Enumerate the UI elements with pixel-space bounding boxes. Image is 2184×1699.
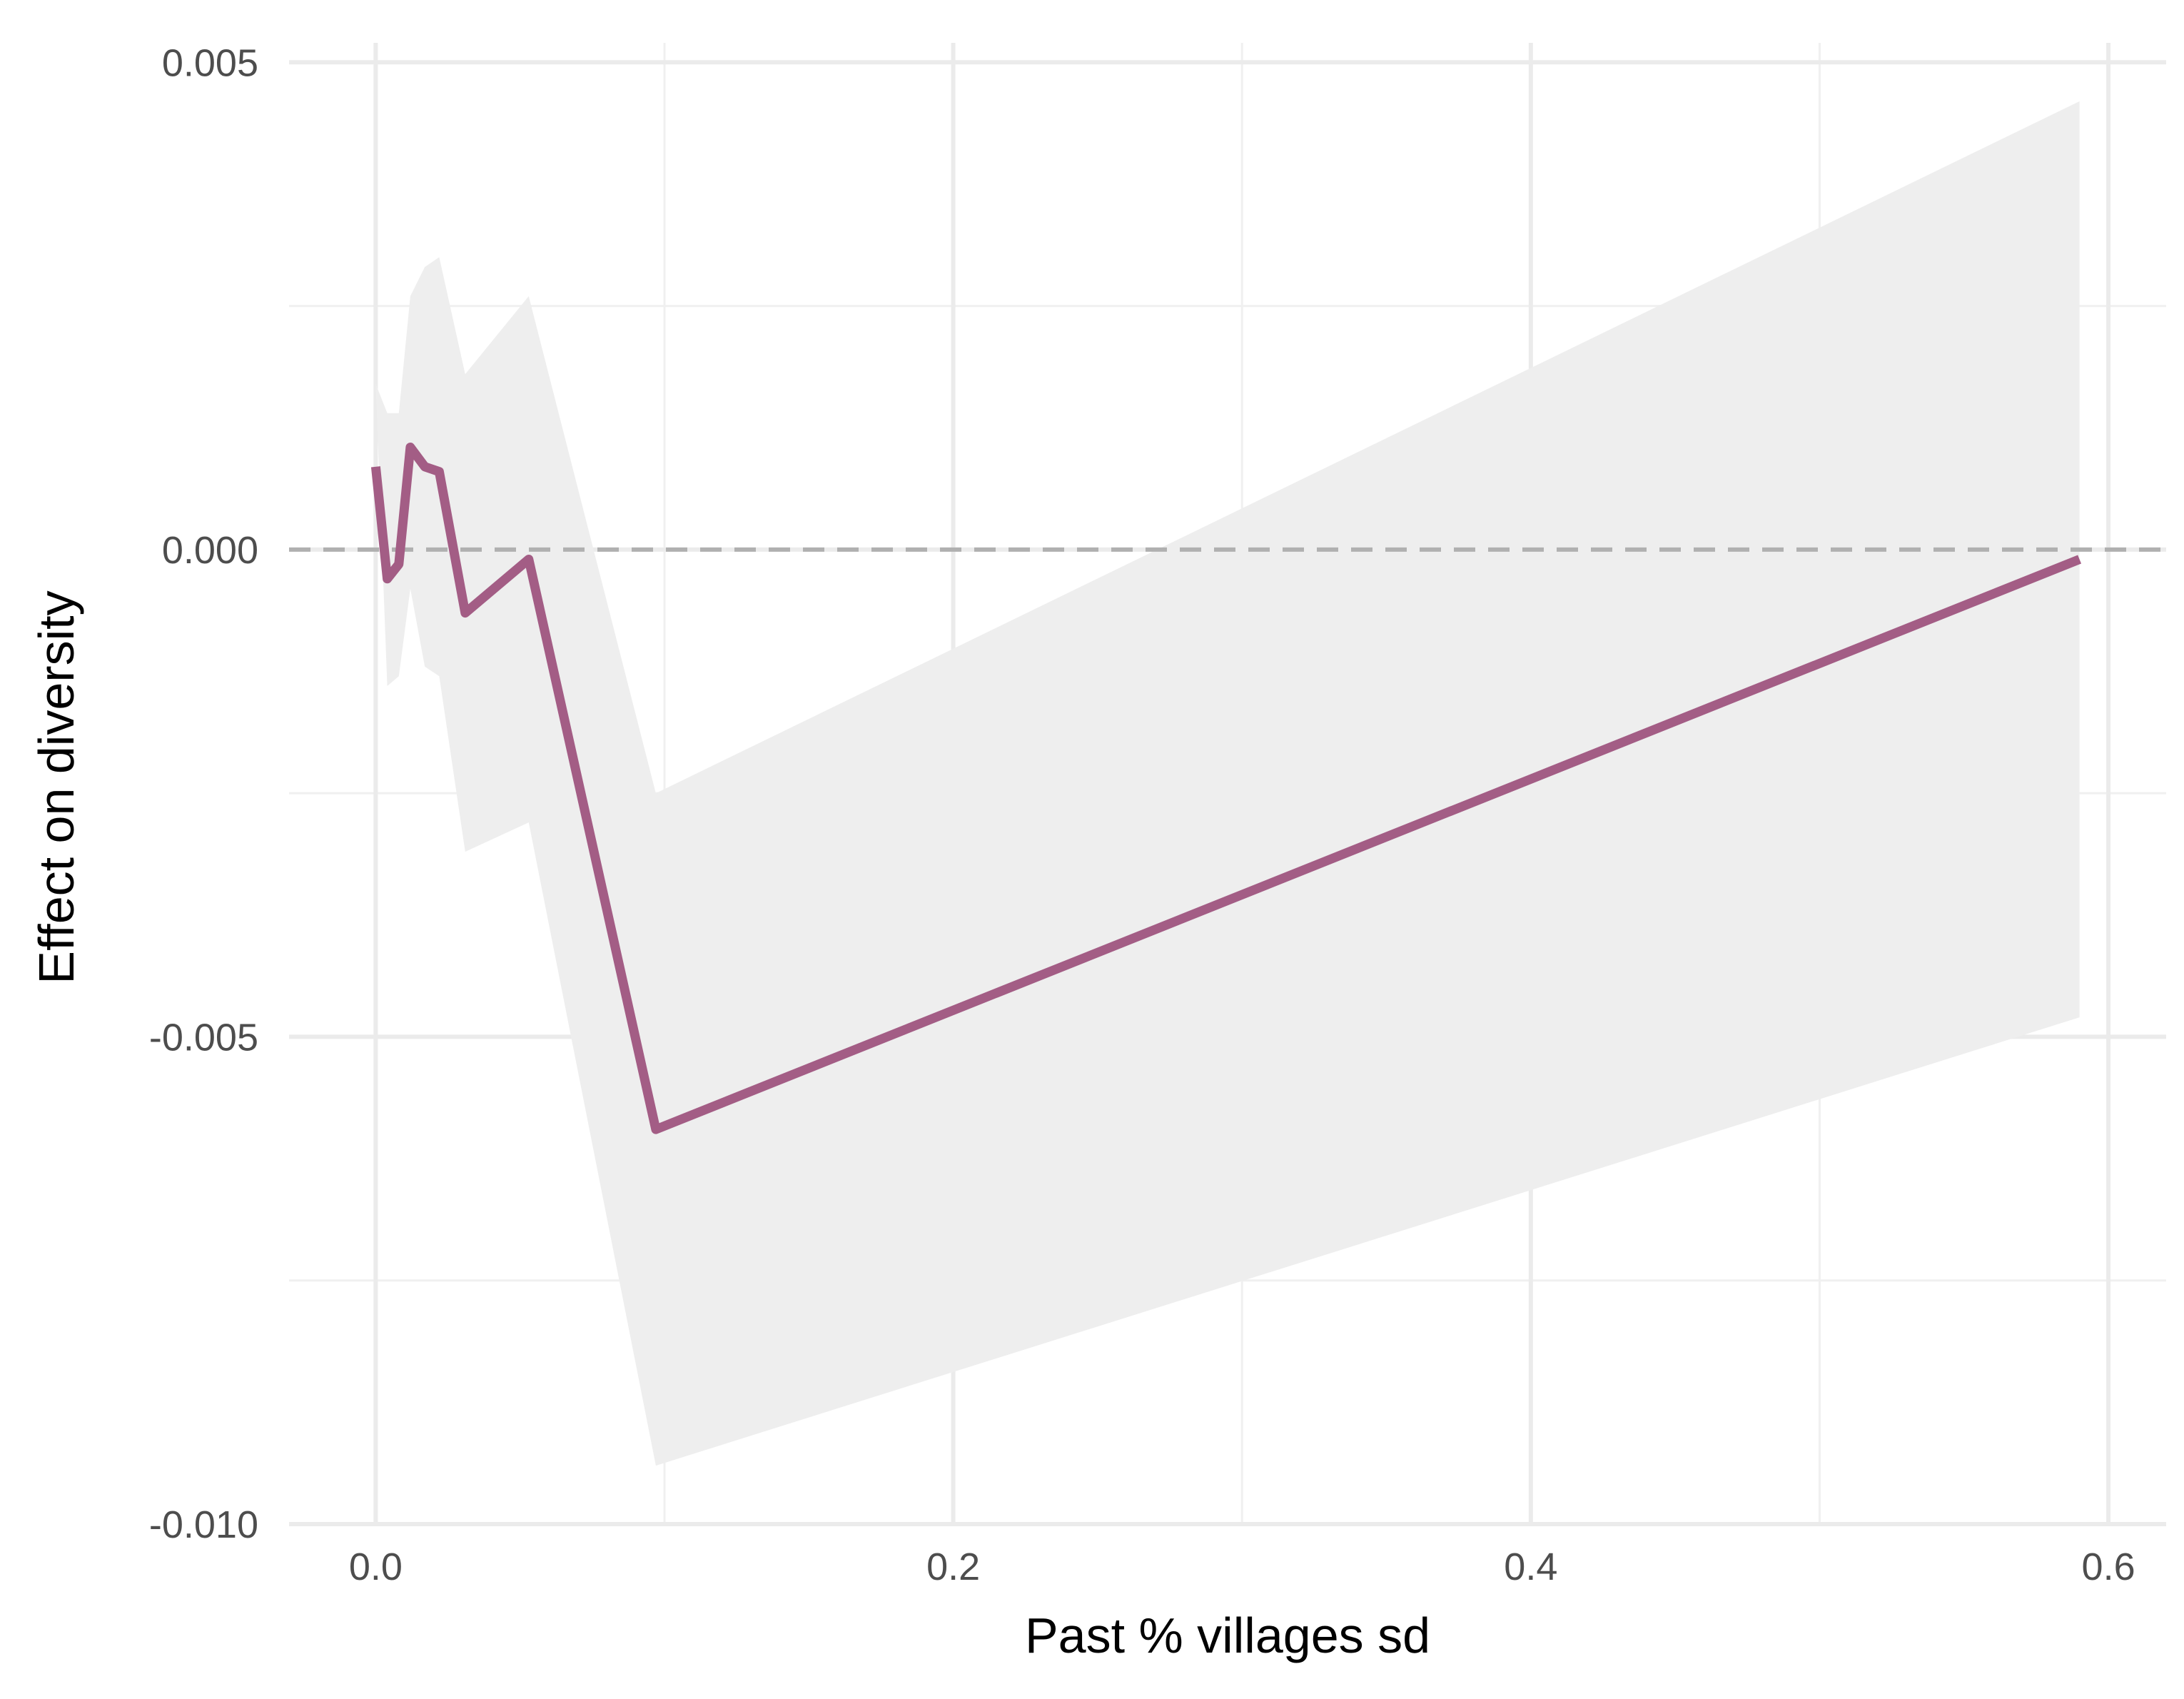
y-axis-title: Effect on diversity (29, 590, 84, 984)
y-tick-label: 0.005 (162, 41, 258, 84)
x-axis-ticks: 0.0 0.2 0.4 0.6 (349, 1546, 2135, 1588)
series-line (370, 443, 2082, 1134)
y-axis-ticks: -0.010 -0.005 0.000 0.005 (149, 41, 258, 1546)
x-tick-label: 0.4 (1504, 1546, 1557, 1588)
x-tick-label: 0.6 (2082, 1546, 2135, 1588)
series-line-layer (370, 443, 2082, 1134)
x-tick-label: 0.0 (349, 1546, 403, 1588)
y-tick-label: -0.005 (149, 1016, 258, 1059)
y-tick-label: -0.010 (149, 1503, 258, 1546)
x-axis-title: Past % villages sd (1025, 1608, 1430, 1663)
confidence-band-layer (375, 101, 2080, 1466)
x-tick-label: 0.2 (926, 1546, 980, 1588)
confidence-band (375, 101, 2080, 1466)
y-tick-label: 0.000 (162, 529, 258, 572)
